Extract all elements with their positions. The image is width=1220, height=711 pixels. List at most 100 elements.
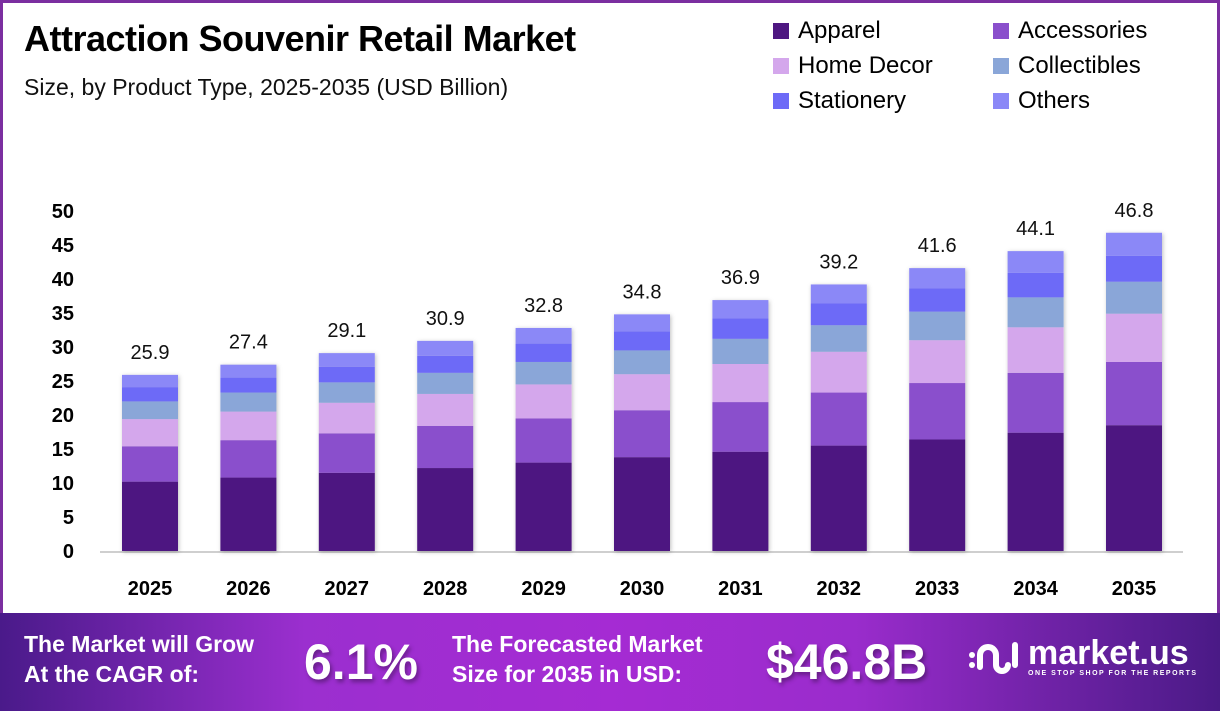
bar-segment-apparel [614,457,670,551]
forecast-value: $46.8B [766,634,928,690]
bar-segment-apparel [515,462,572,551]
bar-segment-collectibles [515,361,572,385]
bar-segment-others [1007,251,1064,273]
chart-subtitle: Size, by Product Type, 2025-2035 (USD Bi… [24,74,509,100]
bar-segment-accessories [515,418,572,463]
bar-segment-others [1106,232,1162,256]
legend-swatch [993,23,1009,39]
legend-swatch [993,93,1009,109]
bar-segment-stationery [1106,255,1162,282]
bar-segment-stationery [417,355,474,373]
bar-total-label: 34.8 [623,281,662,303]
legend-item-stationery: Stationery [773,87,993,114]
x-tick-label: 2027 [325,578,370,600]
footer-banner: The Market will Grow At the CAGR of: 6.1… [0,613,1220,711]
bar-segment-accessories [1106,361,1162,426]
bar-segment-accessories [614,410,670,458]
y-tick-label: 25 [52,371,74,393]
bar-stack [122,374,178,551]
brand-name: market.us [1028,633,1189,672]
bar-segment-apparel [1007,432,1064,551]
bar-segment-stationery [220,377,277,393]
brand-logo[interactable]: market.us ONE STOP SHOP FOR THE REPORTS [968,633,1198,677]
bar-segment-accessories [220,440,277,478]
bar-segment-apparel [1106,425,1162,551]
bar-segment-others [417,340,474,356]
legend-item-accessories: Accessories [993,17,1193,44]
bar-segment-collectibles [1106,281,1162,314]
forecast-label: The Forecasted Market Size for 2035 in U… [452,629,703,689]
chart-title: Attraction Souvenir Retail Market [24,18,576,59]
market-us-logo-icon [969,642,1018,674]
bar-segment-accessories [318,433,375,473]
legend-item-collectibles: Collectibles [993,52,1193,79]
x-tick-label: 2031 [718,578,763,600]
bar-total-label: 27.4 [229,332,268,354]
bar-total-label: 30.9 [426,308,465,330]
bar-segment-stationery [318,366,375,383]
bar-segment-apparel [220,477,277,551]
legend: Apparel Accessories Home Decor Collectib… [773,17,1193,114]
legend-swatch [773,93,789,109]
x-axis: 2025 2026 2027 2028 2029 2030 2031 2032 2033 2034… [128,578,1157,600]
y-tick-label: 5 [63,507,74,529]
y-tick-label: 10 [52,473,74,495]
bar-stack [417,340,474,551]
bar-segment-stationery [810,303,867,326]
bar-stack [614,314,670,551]
x-tick-label: 2029 [521,578,566,600]
bar-segment-collectibles [909,311,966,341]
brand-tagline: ONE STOP SHOP FOR THE REPORTS [1028,669,1198,677]
bar-segment-stationery [909,288,966,312]
bar-segment-stationery [515,343,572,362]
bar-segment-accessories [909,383,966,440]
bar-segment-others [515,327,572,344]
bar-segment-collectibles [122,401,178,420]
bar-segment-stationery [712,318,769,339]
bar-segment-apparel [810,445,867,551]
bar-segment-collectibles [1007,297,1064,328]
bar-segment-home-decor [220,411,277,441]
bar-segment-stationery [1007,272,1064,298]
x-tick-label: 2025 [128,578,173,600]
y-tick-label: 15 [52,439,74,461]
y-tick-label: 40 [52,269,74,291]
legend-swatch [773,23,789,39]
cagr-label-line1: The Market will Grow [24,631,255,657]
bar-stack [515,327,572,551]
bar-segment-accessories [1007,372,1064,433]
legend-label: Home Decor [798,52,933,79]
bar-stack [1007,251,1064,551]
x-tick-label: 2032 [817,578,862,600]
bar-segment-accessories [122,446,178,482]
bar-segment-home-decor [909,340,966,384]
bar-segment-apparel [318,472,375,551]
legend-item-apparel: Apparel [773,17,993,44]
bar-stack [909,268,966,551]
bar-segment-accessories [712,402,769,452]
bar-segment-accessories [417,425,474,469]
bar-total-label: 46.8 [1115,200,1154,222]
bar-segment-others [909,268,966,289]
bar-total-label: 32.8 [524,295,563,317]
bar-segment-others [318,353,375,367]
legend-label: Apparel [798,17,881,44]
bar-stack [810,284,867,551]
bar-segment-home-decor [1007,327,1064,373]
bar-segment-apparel [122,481,178,551]
bar-segment-apparel [712,451,769,551]
y-tick-label: 20 [52,405,74,427]
bar-segment-others [220,364,277,378]
bar-total-label: 36.9 [721,267,760,289]
bar-segment-collectibles [614,350,670,375]
bar-total-label: 39.2 [819,251,858,273]
y-tick-label: 50 [52,201,74,223]
bar-stack [712,300,769,551]
cagr-value: 6.1% [304,634,418,690]
legend-item-others: Others [993,87,1193,114]
bar-segment-collectibles [417,372,474,394]
bar-segment-collectibles [318,382,375,403]
cagr-label-line2: At the CAGR of: [24,661,200,687]
bar-segment-home-decor [712,364,769,403]
y-tick-label: 45 [52,235,74,257]
